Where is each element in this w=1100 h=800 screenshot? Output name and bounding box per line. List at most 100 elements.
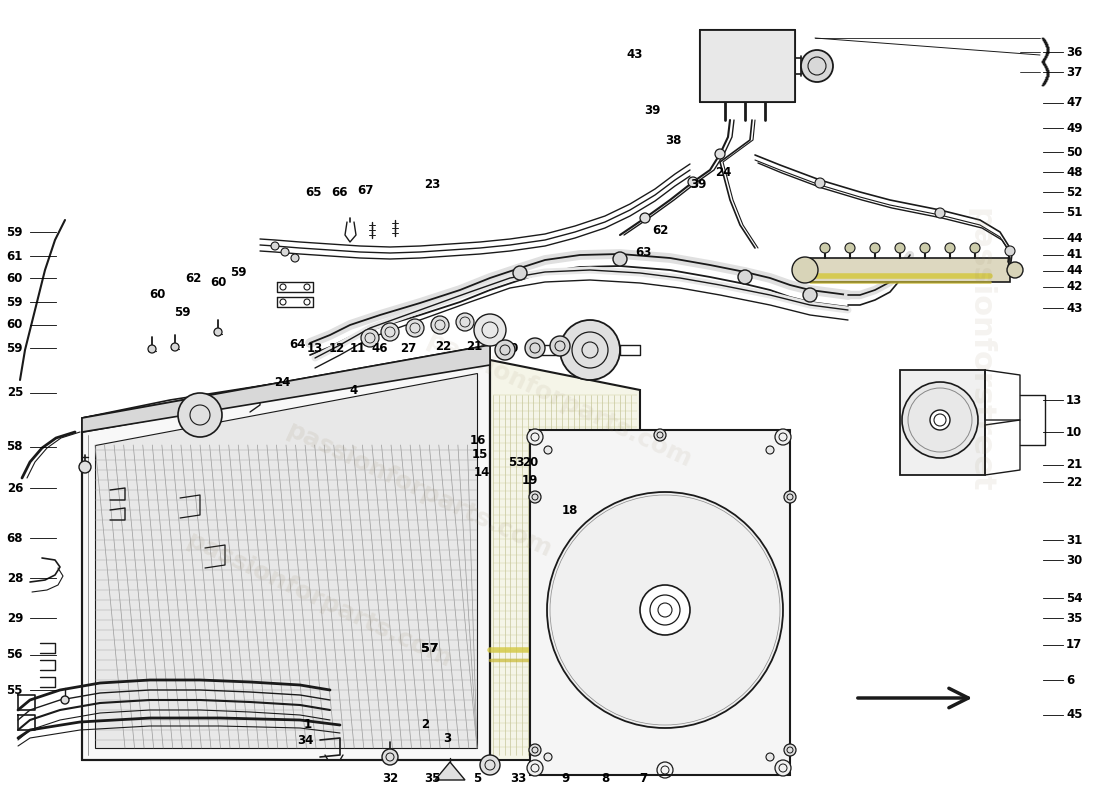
Text: 62: 62 [652, 223, 668, 237]
Circle shape [214, 328, 222, 336]
Text: 1: 1 [304, 718, 312, 731]
Text: 9: 9 [561, 771, 569, 785]
Circle shape [970, 243, 980, 253]
Text: 4: 4 [350, 383, 359, 397]
Circle shape [792, 257, 818, 283]
Circle shape [1006, 262, 1023, 278]
Text: 6: 6 [1066, 674, 1075, 686]
Text: 13: 13 [1066, 394, 1082, 406]
Circle shape [527, 760, 543, 776]
Circle shape [560, 320, 620, 380]
Text: 16: 16 [470, 434, 486, 446]
Circle shape [148, 345, 156, 353]
Text: 39: 39 [690, 178, 706, 191]
Text: 52: 52 [1066, 186, 1082, 198]
Polygon shape [434, 762, 465, 780]
Circle shape [715, 149, 725, 159]
Text: 28: 28 [7, 571, 23, 585]
Text: 7: 7 [639, 771, 647, 785]
Text: 50: 50 [1066, 146, 1082, 158]
Text: 27: 27 [400, 342, 416, 354]
Text: passionforparts.com: passionforparts.com [184, 528, 456, 672]
Circle shape [801, 50, 833, 82]
Text: 30: 30 [1066, 554, 1082, 566]
Text: 63: 63 [635, 246, 651, 258]
Polygon shape [900, 370, 984, 475]
Text: 39: 39 [644, 103, 660, 117]
Text: passionforstreet: passionforstreet [966, 208, 994, 492]
Text: 26: 26 [7, 482, 23, 494]
Circle shape [738, 270, 752, 284]
Text: passionforparts.com: passionforparts.com [424, 328, 696, 472]
Text: 25: 25 [7, 386, 23, 399]
Text: 46: 46 [372, 342, 388, 355]
Circle shape [381, 323, 399, 341]
Text: 22: 22 [1066, 475, 1082, 489]
Polygon shape [810, 258, 1010, 282]
Text: 14: 14 [474, 466, 491, 479]
Text: 53: 53 [508, 455, 525, 469]
Text: 59: 59 [7, 342, 23, 354]
Text: 40: 40 [503, 342, 519, 354]
Circle shape [1005, 246, 1015, 256]
Text: 15: 15 [472, 449, 488, 462]
Text: 62: 62 [185, 271, 201, 285]
Text: 18: 18 [562, 503, 579, 517]
Text: 67: 67 [356, 183, 373, 197]
Text: 59: 59 [7, 295, 23, 309]
Circle shape [544, 446, 552, 454]
Text: 54: 54 [1066, 591, 1082, 605]
Text: 64: 64 [289, 338, 306, 351]
Text: 32: 32 [382, 771, 398, 785]
Circle shape [170, 343, 179, 351]
Text: 31: 31 [1066, 534, 1082, 546]
Text: 20: 20 [521, 455, 538, 469]
Text: 21: 21 [466, 341, 482, 354]
Circle shape [547, 492, 783, 728]
Text: 56: 56 [7, 649, 23, 662]
Circle shape [640, 585, 690, 635]
Circle shape [474, 314, 506, 346]
Circle shape [406, 319, 424, 337]
Text: 5: 5 [473, 771, 481, 785]
Text: 57: 57 [421, 642, 439, 654]
Circle shape [845, 243, 855, 253]
Text: 34: 34 [297, 734, 313, 746]
Circle shape [870, 243, 880, 253]
Text: 2: 2 [421, 718, 429, 731]
Text: 11: 11 [350, 342, 366, 355]
Text: 33: 33 [510, 771, 526, 785]
Circle shape [945, 243, 955, 253]
Circle shape [820, 243, 830, 253]
Circle shape [480, 755, 501, 775]
Circle shape [178, 393, 222, 437]
Text: 59: 59 [174, 306, 190, 318]
Circle shape [513, 266, 527, 280]
Text: 43: 43 [627, 49, 644, 62]
Text: 45: 45 [1066, 709, 1082, 722]
Text: 60: 60 [7, 318, 23, 331]
Circle shape [495, 340, 515, 360]
Circle shape [79, 461, 91, 473]
Text: 44: 44 [1066, 265, 1082, 278]
Circle shape [271, 242, 279, 250]
Circle shape [60, 696, 69, 704]
Text: 29: 29 [7, 611, 23, 625]
Circle shape [815, 178, 825, 188]
Text: passionforparts.com: passionforparts.com [284, 418, 557, 562]
Circle shape [920, 243, 929, 253]
Text: 10: 10 [1066, 426, 1082, 438]
Circle shape [654, 429, 666, 441]
Circle shape [456, 313, 474, 331]
Circle shape [766, 753, 774, 761]
Text: 48: 48 [1066, 166, 1082, 178]
Text: 22: 22 [434, 341, 451, 354]
Circle shape [292, 254, 299, 262]
Circle shape [613, 252, 627, 266]
Text: 3: 3 [443, 731, 451, 745]
Text: 43: 43 [1066, 302, 1082, 314]
Text: 24: 24 [715, 166, 732, 178]
Polygon shape [82, 345, 490, 432]
Text: 61: 61 [7, 250, 23, 262]
Circle shape [766, 446, 774, 454]
